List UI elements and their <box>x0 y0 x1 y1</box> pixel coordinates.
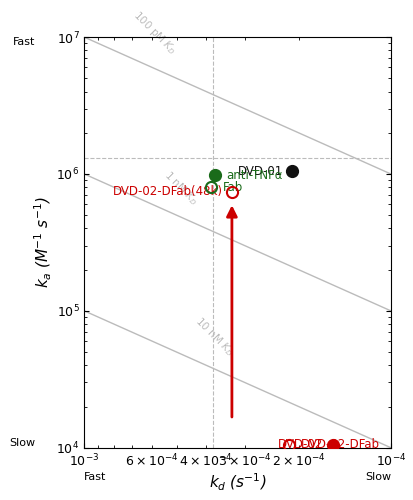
Text: DVD-02: DVD-02 <box>278 438 323 452</box>
Text: Slow: Slow <box>365 472 391 482</box>
Text: DVD-02-DFab: DVD-02-DFab <box>301 438 380 452</box>
Text: 10 nM $K_D$: 10 nM $K_D$ <box>192 314 237 359</box>
Text: DVD-02-DFab(48k): DVD-02-DFab(48k) <box>112 186 223 198</box>
Text: Fast: Fast <box>13 37 35 47</box>
Text: Fast: Fast <box>84 472 107 482</box>
Text: DVD-01: DVD-01 <box>237 164 282 177</box>
Text: 100 pM $K_D$: 100 pM $K_D$ <box>131 8 180 58</box>
Text: 1 nM $K_D$: 1 nM $K_D$ <box>161 168 201 208</box>
Y-axis label: $k_a$ (M$^{-1}$ s$^{-1}$): $k_a$ (M$^{-1}$ s$^{-1}$) <box>33 196 54 288</box>
Text: anti-TNFα: anti-TNFα <box>227 168 283 181</box>
Text: Slow: Slow <box>9 438 35 448</box>
X-axis label: $k_d$ (s$^{-1}$): $k_d$ (s$^{-1}$) <box>209 472 266 493</box>
Text: Fab: Fab <box>223 181 243 194</box>
